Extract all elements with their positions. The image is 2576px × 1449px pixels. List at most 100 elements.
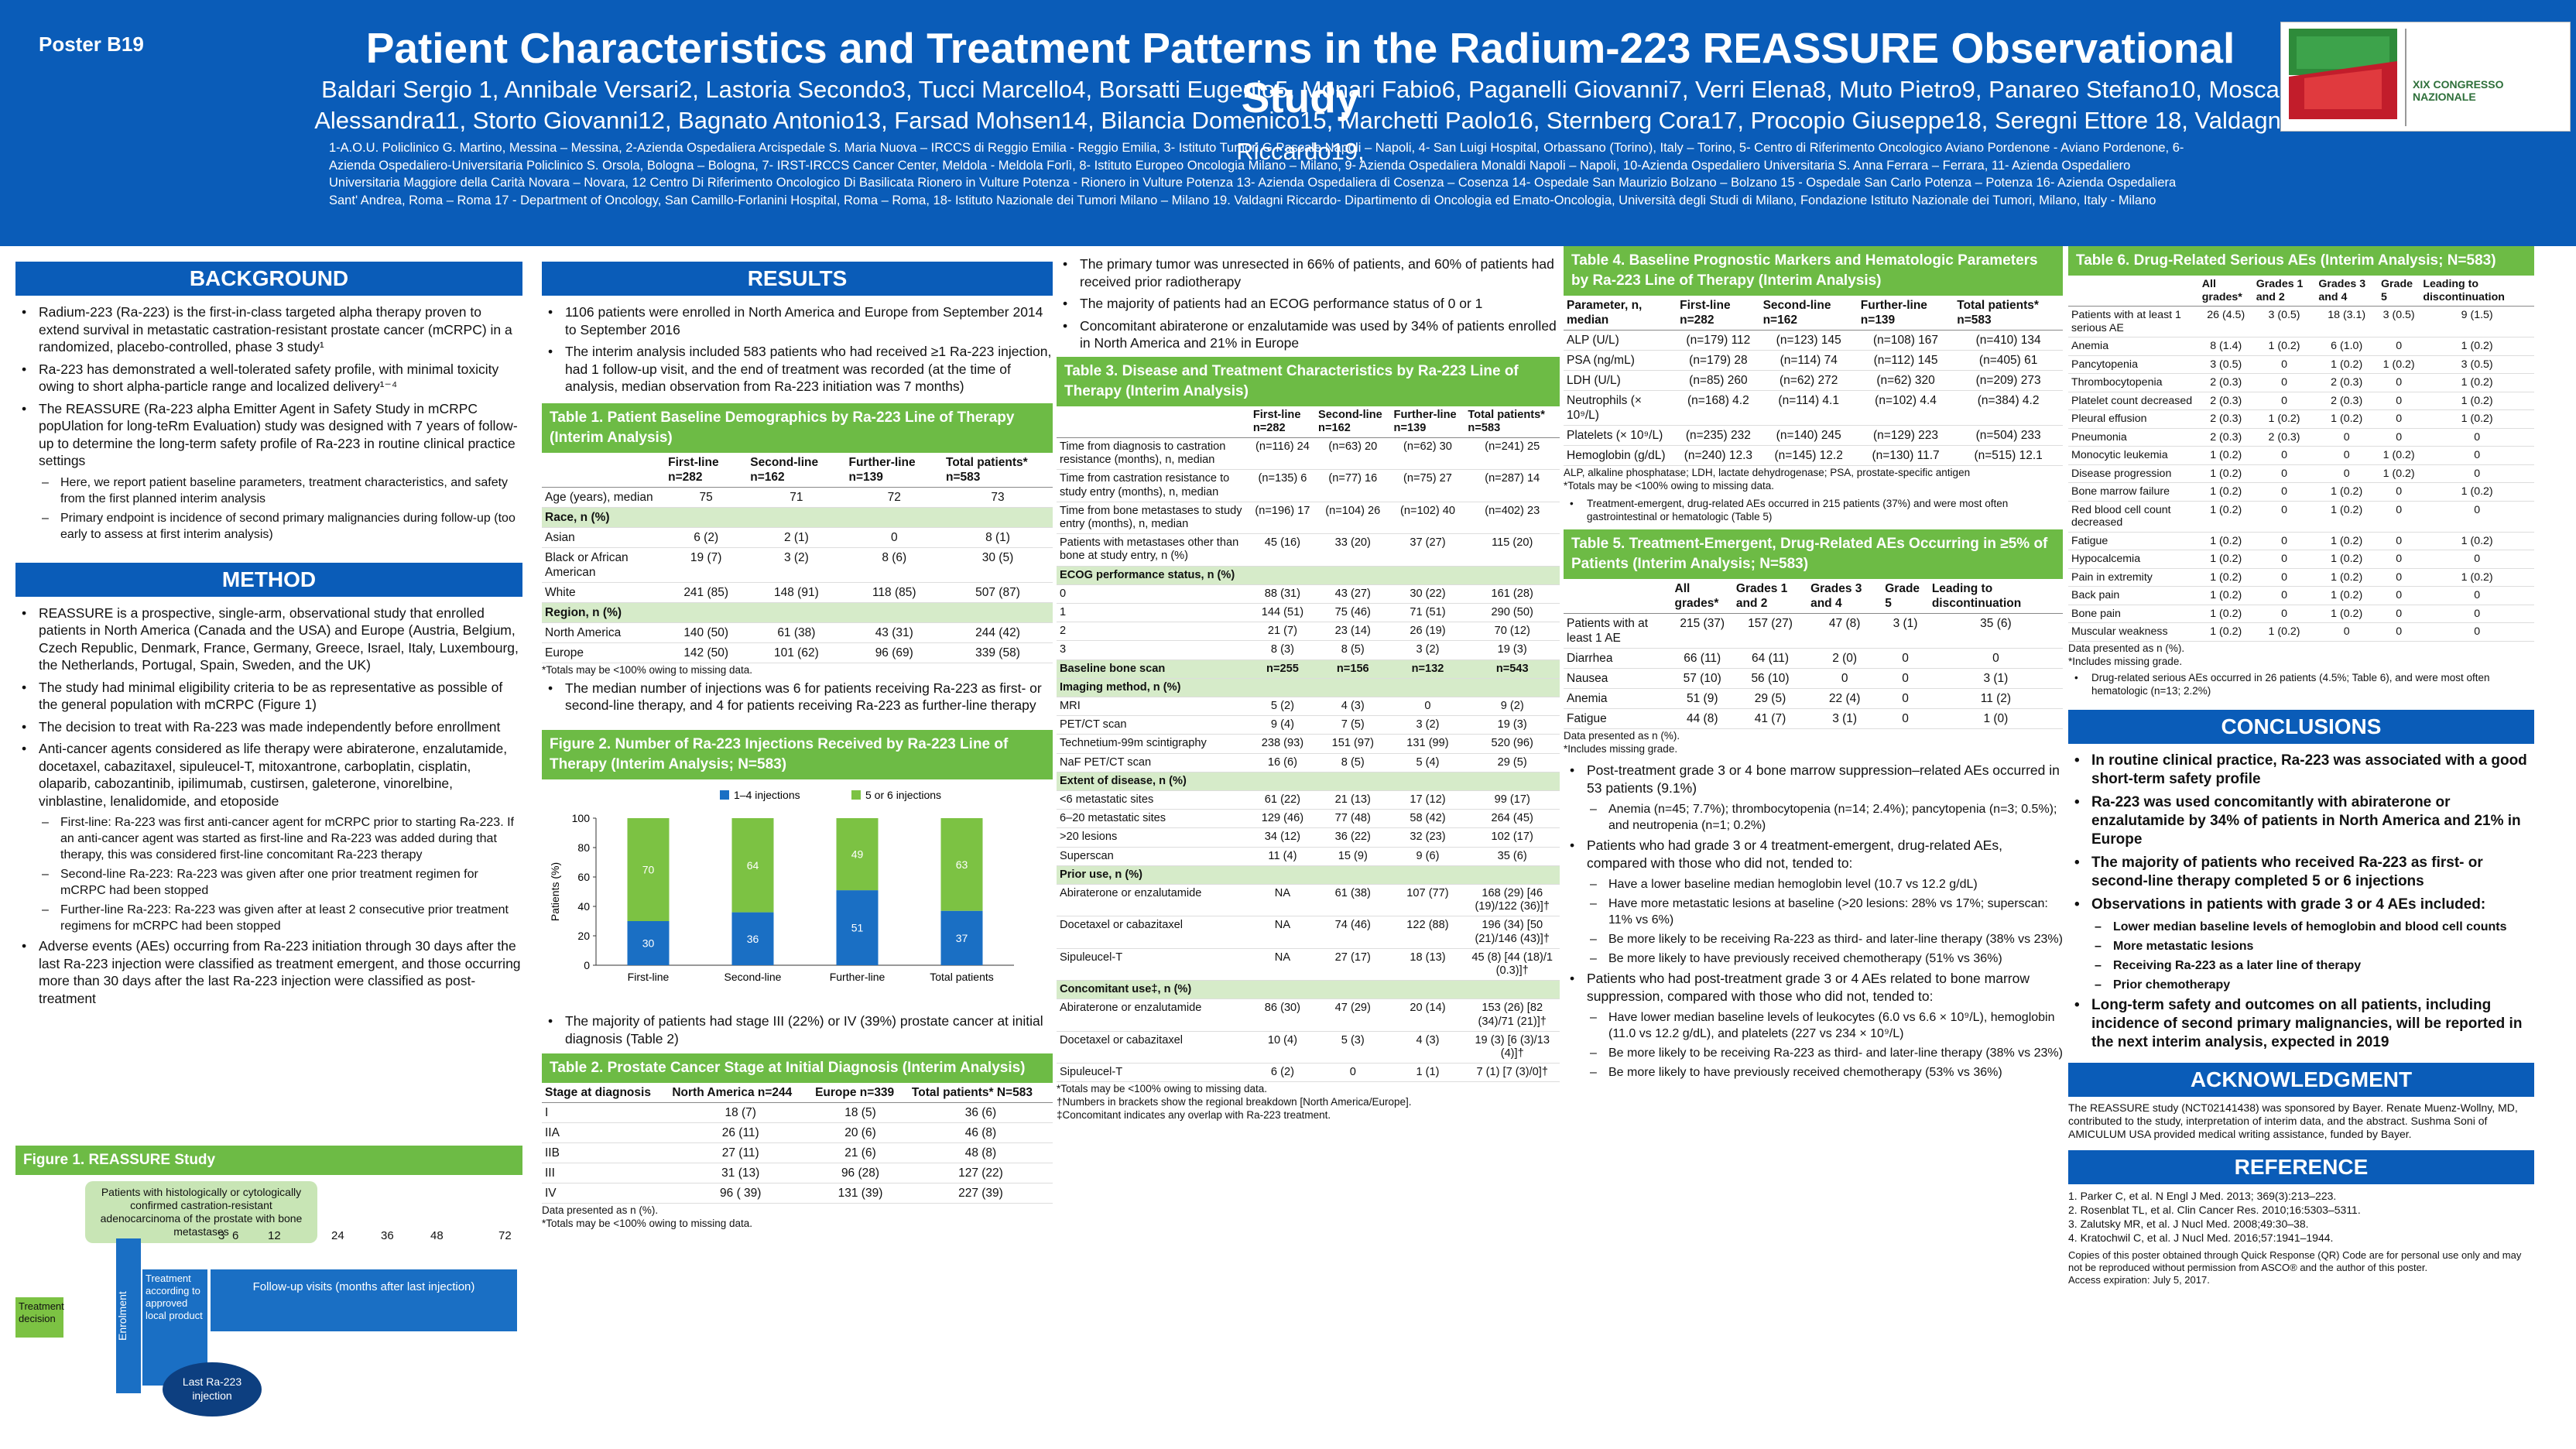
poster-id: Poster B19 bbox=[39, 33, 144, 56]
table-cell: (n=410) 134 bbox=[1954, 330, 2063, 351]
table-cell: Time from diagnosis to castration resist… bbox=[1057, 437, 1250, 471]
treatment-box: Treatment according to approved local pr… bbox=[142, 1269, 207, 1386]
table-cell: n=156 bbox=[1315, 659, 1391, 679]
table-row: 6–20 metastatic sites 129 (46) 77 (48) 58 (… bbox=[1057, 809, 1560, 829]
table-row: Neutrophils (× 10⁹/L) (n=168) 4.2 (n=114) … bbox=[1564, 390, 2063, 426]
congress-logo-text: XIX CONGRESSO NAZIONALE bbox=[2413, 78, 2504, 103]
table-row: Age (years), median 75 71 72 73 bbox=[542, 487, 1053, 508]
figure-2-chart: 0 20 40 60 80 100 Patients (%) 30 70 First-line 36… bbox=[549, 789, 1014, 983]
table-cell: (n=405) 61 bbox=[1954, 350, 2063, 371]
table-cell: 0 bbox=[2420, 428, 2534, 447]
table-row: Superscan 11 (4) 15 (9) 9 (6) 35 (6) bbox=[1057, 847, 1560, 866]
table-cell: 1 (0.2) bbox=[2198, 532, 2253, 550]
reference-item: 1. Parker C, et al. N Engl J Med. 2013; … bbox=[2068, 1189, 2337, 1202]
table-cell: 16 (6) bbox=[1249, 753, 1316, 772]
list-item: More metastatic lesions bbox=[2068, 938, 2534, 954]
table-cell: (n=62) 320 bbox=[1857, 370, 1954, 391]
data-label: 51 bbox=[851, 921, 864, 933]
table-header-cell: Grades 1 and 2 bbox=[2252, 276, 2316, 307]
table-6-note: Data presented as n (%). *Includes missi… bbox=[2068, 642, 2185, 667]
table-cell: 118 (85) bbox=[845, 582, 944, 603]
table-cell: 1 (0.2) bbox=[2420, 532, 2534, 550]
table-cell: 157 (27) bbox=[1732, 613, 1808, 649]
table-cell: 47 (8) bbox=[1807, 613, 1882, 649]
table-row: Bone pain 1 (0.2) 0 1 (0.2) 0 0 bbox=[2068, 605, 2534, 623]
column-3: The primary tumor was unresected in 66% … bbox=[1057, 255, 1560, 1122]
table-cell: Fatigue bbox=[2068, 532, 2199, 550]
table-cell: n=132 bbox=[1390, 659, 1465, 679]
list-item: Post-treatment grade 3 or 4 bone marrow … bbox=[1564, 762, 2063, 796]
table-cell: <6 metastatic sites bbox=[1057, 790, 1250, 810]
table-cell: NA bbox=[1249, 948, 1316, 981]
list-item: Lower median baseline levels of hemoglob… bbox=[2068, 919, 2534, 935]
table-cell: 264 (45) bbox=[1464, 809, 1560, 829]
table-cell: (n=123) 145 bbox=[1759, 330, 1858, 351]
table-row: Hypocalcemia 1 (0.2) 0 1 (0.2) 0 0 bbox=[2068, 550, 2534, 569]
table-cell: 140 (50) bbox=[665, 622, 748, 643]
table-cell: 18 (5) bbox=[812, 1102, 909, 1123]
table-5: Table 5. Treatment-Emergent, Drug-Relate… bbox=[1564, 529, 2063, 755]
table-cell: 0 bbox=[1928, 648, 2063, 669]
table-cell: 1 (0.2) bbox=[2198, 550, 2253, 569]
table-cell: Abiraterone or enzalutamide bbox=[1057, 884, 1250, 917]
table-cell: 8 (3) bbox=[1249, 640, 1316, 660]
table-cell: 0 bbox=[2378, 501, 2420, 533]
table-row: Concomitant use‡, n (%) bbox=[1057, 980, 1560, 1000]
table-cell: 19 (3) bbox=[1464, 640, 1560, 660]
table-cell bbox=[1464, 980, 1560, 1000]
table-cell: 3 (0.5) bbox=[2252, 306, 2316, 337]
table-cell: LDH (U/L) bbox=[1564, 370, 1677, 391]
table-row: IV 96 ( 39) 131 (39) 227 (39) bbox=[542, 1183, 1053, 1204]
table-row: Patients with at least 1 serious AE 26 (4… bbox=[2068, 306, 2534, 337]
table-6: Table 6. Drug-Related Serious AEs (Inter… bbox=[2068, 246, 2534, 697]
table-cell bbox=[747, 507, 846, 528]
table-row: ECOG performance status, n (%) bbox=[1057, 566, 1560, 585]
table-row: Region, n (%) bbox=[542, 602, 1053, 623]
table-cell: (n=85) 260 bbox=[1677, 370, 1760, 391]
table-header-row: Parameter, n, median First-line n=282 Seco… bbox=[1564, 296, 2063, 331]
table-cell bbox=[1315, 865, 1391, 885]
table-row: Extent of disease, n (%) bbox=[1057, 772, 1560, 791]
table-header-cell: Grades 3 and 4 bbox=[2315, 276, 2378, 307]
table-cell bbox=[1464, 678, 1560, 697]
table-cell: Patients with at least 1 serious AE bbox=[2068, 306, 2199, 337]
table-row: Hemoglobin (g/dL) (n=240) 12.3 (n=145) 12.… bbox=[1564, 445, 2063, 466]
table-header-cell: Total patients* n=583 bbox=[943, 452, 1053, 488]
table-cell: Patients with metastases other than bone… bbox=[1057, 533, 1250, 567]
table-cell: 0 bbox=[2252, 532, 2316, 550]
table-row: Disease progression 1 (0.2) 0 0 1 (0.2) 0 bbox=[2068, 464, 2534, 483]
table-cell: 0 bbox=[2378, 337, 2420, 356]
table-cell: 0 bbox=[2378, 568, 2420, 587]
table-cell: 1 (0.2) bbox=[2315, 532, 2378, 550]
table-cell: Monocytic leukemia bbox=[2068, 446, 2199, 465]
table-cell: Pneumonia bbox=[2068, 428, 2199, 447]
reference-list: 1. Parker C, et al. N Engl J Med. 2013; … bbox=[2068, 1189, 2534, 1245]
table-cell: 56 (10) bbox=[1732, 668, 1808, 689]
table-header-cell bbox=[2068, 276, 2199, 307]
table-cell: Sipuleucel-T bbox=[1057, 948, 1250, 981]
table-cell: 0 bbox=[2378, 550, 2420, 569]
table-cell: 144 (51) bbox=[1249, 603, 1316, 623]
table-cell: 129 (46) bbox=[1249, 809, 1316, 829]
table-cell: 10 (4) bbox=[1249, 1031, 1316, 1064]
table-header-cell: Grades 1 and 2 bbox=[1732, 579, 1808, 614]
table-cell: 115 (20) bbox=[1464, 533, 1560, 567]
table-cell: 61 (38) bbox=[747, 622, 846, 643]
table-cell: 1 (1) bbox=[1390, 1063, 1465, 1083]
table-row: Time from bone metastases to study entry… bbox=[1057, 502, 1560, 535]
table-cell: 43 (31) bbox=[845, 622, 944, 643]
table-cell: 21 (6) bbox=[812, 1142, 909, 1163]
table-cell: 0 bbox=[1057, 584, 1250, 604]
table-cell: PSA (ng/mL) bbox=[1564, 350, 1677, 371]
table-row: North America 140 (50) 61 (38) 43 (31) 244 (… bbox=[542, 622, 1053, 643]
table-header-cell: Total patients* N=583 bbox=[908, 1083, 1053, 1103]
table-row: Baseline bone scan n=255 n=156 n=132 n=543 bbox=[1057, 659, 1560, 679]
results-heading: RESULTS bbox=[542, 262, 1053, 296]
table-cell: 1 (0.2) bbox=[2198, 501, 2253, 533]
legend-swatch bbox=[851, 790, 861, 800]
table-cell: 19 (3) bbox=[1464, 715, 1560, 735]
table-cell: 86 (30) bbox=[1249, 999, 1316, 1032]
table-cell: 107 (77) bbox=[1390, 884, 1465, 917]
table-cell bbox=[1249, 865, 1316, 885]
